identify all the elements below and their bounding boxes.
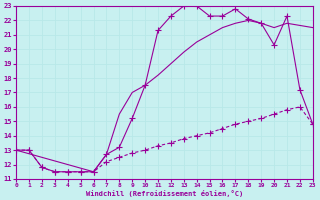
X-axis label: Windchill (Refroidissement éolien,°C): Windchill (Refroidissement éolien,°C) [86,190,243,197]
